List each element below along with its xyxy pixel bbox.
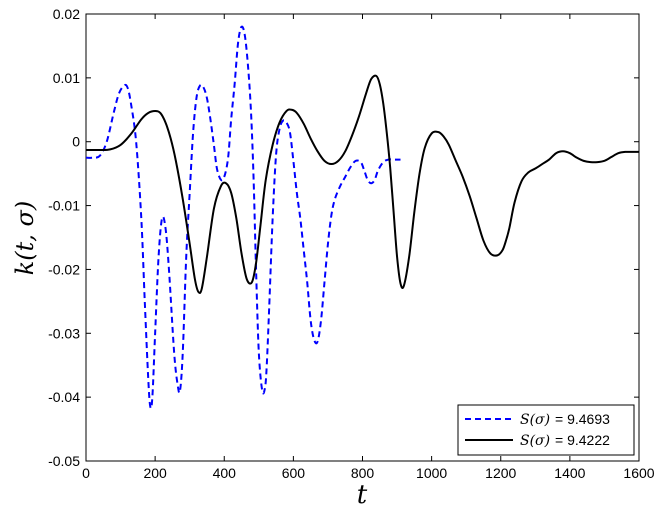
series-line-2 [85, 74, 639, 295]
y-tick-label: 0.01 [53, 70, 80, 86]
axis-ticks: 0 200 400 600 800 1000 1200 1400 1600 -0.05 -0.04 -… [48, 6, 655, 481]
y-tick-label: -0.04 [48, 389, 80, 405]
x-tick-label: 0 [82, 465, 90, 481]
legend: S(σ) = 9.4693 S(σ) = 9.4222 [457, 404, 635, 456]
y-tick-label: 0 [72, 134, 80, 150]
x-axis-label: t [357, 480, 368, 510]
plot-area [85, 13, 640, 462]
x-tick-label: 1000 [416, 465, 447, 481]
x-tick-label: 1600 [623, 465, 654, 481]
y-tick-label: 0.02 [53, 6, 80, 22]
legend-value-series-2: = 9.4222 [555, 432, 610, 448]
y-tick-label: -0.05 [48, 453, 80, 469]
series-line-1 [85, 25, 401, 410]
x-tick-label: 1400 [554, 465, 585, 481]
legend-value-series-1: = 9.4693 [555, 411, 610, 427]
y-axis-label: k(t, σ) [11, 201, 39, 276]
x-tick-label: 1200 [485, 465, 516, 481]
series-layer [85, 25, 639, 410]
x-tick-label: 400 [213, 465, 237, 481]
y-tick-label: -0.01 [48, 198, 80, 214]
legend-box [457, 404, 635, 456]
y-tick-label: -0.02 [48, 261, 80, 277]
legend-math-series-2: S(σ) [520, 433, 550, 449]
y-tick-label: -0.03 [48, 325, 80, 341]
x-tick-label: 800 [351, 465, 375, 481]
legend-math-series-1: S(σ) [520, 412, 550, 428]
x-tick-label: 200 [143, 465, 167, 481]
x-tick-label: 600 [282, 465, 306, 481]
